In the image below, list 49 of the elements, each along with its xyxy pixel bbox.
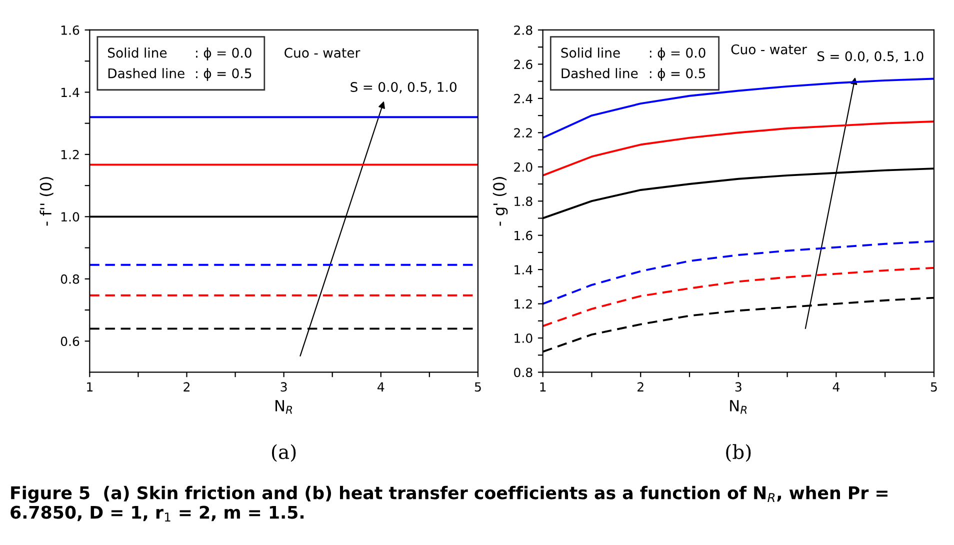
x-axis-title: N$_{R}$ — [276, 400, 292, 414]
y-tick-label: 1.6 — [61, 25, 80, 35]
text: Figure 5 (a) Skin friction and (b) heat transfer coefficients as a function of N$_{R}$, when Pr = 6.7850, D = 1, r$_{1}$ = 2, m = 1.5. — [10, 486, 888, 522]
y-tick-label: 0.8 — [514, 368, 532, 378]
y-tick-label: 0.8 — [60, 274, 80, 284]
y-tick-label: 1.6 — [514, 230, 532, 240]
annotation: : ϕ = 0.0 — [196, 48, 252, 60]
text: (b) — [726, 444, 751, 462]
x-tick-label: 2 — [184, 382, 190, 392]
text: (a) — [272, 444, 296, 462]
y-tick-label: 2.2 — [514, 128, 532, 138]
x-tick-label: 5 — [474, 382, 481, 392]
annotation: Cuo - water — [284, 48, 360, 58]
y-tick-label: 2.0 — [514, 162, 532, 172]
annotation: : ϕ = 0.5 — [196, 68, 252, 81]
annotation: Dashed line — [108, 68, 184, 78]
x-axis-title: N$_{R}$ — [730, 400, 747, 414]
x-tick-label: 3 — [280, 382, 287, 392]
x-tick-label: 3 — [735, 382, 742, 392]
y-tick-label: 2.8 — [514, 25, 532, 35]
x-tick-label: 2 — [638, 382, 644, 392]
y-tick-label: 2.6 — [514, 60, 532, 70]
y-tick-label: 2.4 — [514, 94, 532, 104]
annotation: : ϕ = 0.5 — [650, 68, 706, 81]
x-tick-label: 4 — [832, 382, 840, 392]
y-tick-label: 1.2 — [61, 150, 79, 160]
y-tick-label: 1.8 — [514, 196, 532, 206]
y-tick-label: 1.2 — [514, 299, 532, 309]
x-tick-label: 5 — [930, 382, 937, 392]
annotation: Cuo - water — [731, 44, 807, 54]
y-tick-label: 1.0 — [61, 212, 80, 222]
x-tick-label: 1 — [540, 382, 546, 392]
y-axis-title: - f'' (0) — [40, 177, 54, 226]
line-series — [542, 240, 934, 305]
y-axis-title: - g' (0) — [492, 177, 508, 226]
line-series — [542, 120, 934, 176]
y-tick-label: 1.0 — [514, 333, 532, 343]
annotation: Solid line — [561, 48, 620, 58]
x-tick-label: 1 — [87, 382, 92, 392]
y-tick-label: 0.6 — [60, 336, 80, 346]
y-tick-label: 1.4 — [61, 88, 80, 97]
line-series — [542, 266, 934, 328]
annotation: Solid line — [108, 48, 167, 58]
annotation: S = 0.0, 0.5, 1.0 — [817, 51, 924, 63]
annotation: : ϕ = 0.0 — [650, 48, 706, 60]
annotation: S = 0.0, 0.5, 1.0 — [350, 82, 456, 94]
annotation: Dashed line — [562, 68, 638, 78]
x-tick-label: 4 — [378, 382, 384, 392]
y-tick-label: 1.4 — [514, 265, 532, 274]
